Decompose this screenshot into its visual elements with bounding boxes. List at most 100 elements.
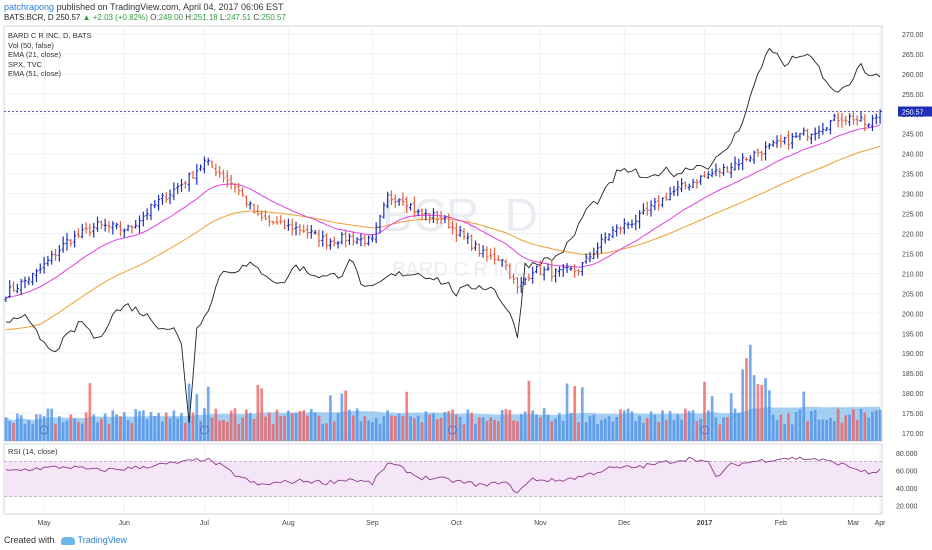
volume-bar <box>237 423 241 441</box>
ohlc-bar <box>282 219 287 230</box>
volume-bar <box>661 410 664 441</box>
volume-bar <box>821 419 825 441</box>
volume-bar <box>874 410 878 441</box>
close-value: 250.57 <box>261 13 286 22</box>
volume-bar <box>508 409 512 441</box>
volume-bar <box>531 410 535 441</box>
ohlc-bar <box>847 113 852 126</box>
volume-bar <box>141 410 145 441</box>
volume-bar <box>321 423 325 441</box>
volume-bar <box>691 410 695 441</box>
ohlc-bar <box>389 190 394 206</box>
ohlc-bar <box>237 182 241 195</box>
volume-bar <box>630 411 634 441</box>
volume-bar <box>546 414 550 441</box>
volume-bar <box>58 416 61 441</box>
volume-bar <box>8 421 12 441</box>
volume-bar <box>138 410 141 441</box>
volume-bar <box>351 415 355 441</box>
ohlc-bar <box>805 128 810 141</box>
volume-bar <box>180 412 183 441</box>
ohlc-bar <box>699 175 703 185</box>
ohlc-bar <box>134 219 138 229</box>
volume-bar <box>664 419 668 441</box>
ohlc-bar <box>546 263 550 271</box>
volume-bar <box>325 423 328 441</box>
ohlc-bar <box>23 276 27 289</box>
ohlc-bar <box>340 231 344 245</box>
ohlc-bar <box>443 215 447 224</box>
ohlc-bar <box>836 112 840 128</box>
ohlc-bar <box>328 238 332 250</box>
ohlc-bar <box>263 210 268 220</box>
ohlc-bar <box>500 259 504 267</box>
legend-volume[interactable]: Vol (50, false) <box>8 40 54 50</box>
volume-bar <box>111 410 115 441</box>
price-chart[interactable]: 270.00265.00260.00255.00250.00245.00240.… <box>0 24 932 530</box>
volume-bar <box>813 409 817 441</box>
ohlc-bar <box>347 233 352 245</box>
ohlc-bar <box>225 170 229 188</box>
volume-bar <box>264 416 267 441</box>
rsi-tick-label: 60.000 <box>896 468 918 475</box>
ohlc-bar <box>76 228 81 238</box>
volume-bar <box>92 414 96 441</box>
volume-bar <box>760 385 764 441</box>
ohlc-bar <box>695 179 699 189</box>
ohlc-bar <box>157 194 161 211</box>
volume-bar <box>855 419 859 441</box>
ohlc-bar <box>798 132 802 141</box>
ohlc-bar <box>748 155 752 163</box>
volume-bar <box>218 420 222 441</box>
ohlc-bar <box>664 192 668 201</box>
volume-bar <box>741 369 745 441</box>
ohlc-bar <box>153 200 157 209</box>
ohlc-bar <box>844 115 848 126</box>
volume-bar <box>726 417 729 441</box>
tradingview-brand-link[interactable]: TradingView <box>77 535 128 545</box>
volume-bar <box>371 421 374 441</box>
legend-ema51[interactable]: EMA (51, close) <box>8 69 61 78</box>
ohlc-bar <box>183 180 187 189</box>
volume-bar <box>638 415 641 441</box>
ohlc-bar <box>542 266 546 281</box>
volume-bar <box>374 417 378 441</box>
volume-bar <box>527 380 531 441</box>
ohlc-bar <box>618 226 623 235</box>
ohlc-bar <box>611 226 615 239</box>
publisher-link[interactable]: patchrapong <box>4 2 55 12</box>
y-tick-label: 180.00 <box>902 391 924 398</box>
volume-bar <box>500 409 504 441</box>
volume-bar <box>672 420 676 441</box>
volume-bar <box>542 408 546 441</box>
volume-bar <box>466 409 470 441</box>
volume-bar <box>317 415 321 441</box>
legend-spx[interactable]: SPX, TVC <box>8 59 43 69</box>
publish-info: published on TradingView.com, April 04, … <box>56 2 284 12</box>
ohlc-bar <box>8 280 12 299</box>
legend-symbol[interactable]: BARD C R INC, D, BATS <box>8 31 92 40</box>
volume-bar <box>229 410 233 441</box>
x-tick-label: Feb <box>775 520 787 527</box>
legend-ema21[interactable]: EMA (21, close) <box>8 50 61 59</box>
volume-bar <box>611 421 615 441</box>
volume-bar <box>626 408 630 441</box>
ohlc-bar <box>309 225 313 239</box>
ohlc-bar <box>34 268 39 283</box>
volume-bar <box>260 388 264 441</box>
volume-bar <box>722 417 725 441</box>
volume-bar <box>756 384 760 441</box>
volume-bar <box>859 408 863 441</box>
volume-bar <box>54 423 57 441</box>
ohlc-bar <box>370 234 374 243</box>
ohlc-bar <box>176 183 180 195</box>
volume-bar <box>435 419 439 441</box>
ohlc-bar <box>103 218 107 232</box>
ohlc-bar <box>206 157 210 166</box>
ohlc-bar <box>462 227 466 240</box>
volume-bar <box>35 414 38 441</box>
ohlc-bar <box>534 265 539 274</box>
ohlc-bar <box>634 214 638 231</box>
y-tick-label: 200.00 <box>902 311 924 318</box>
rsi-line <box>5 456 881 494</box>
